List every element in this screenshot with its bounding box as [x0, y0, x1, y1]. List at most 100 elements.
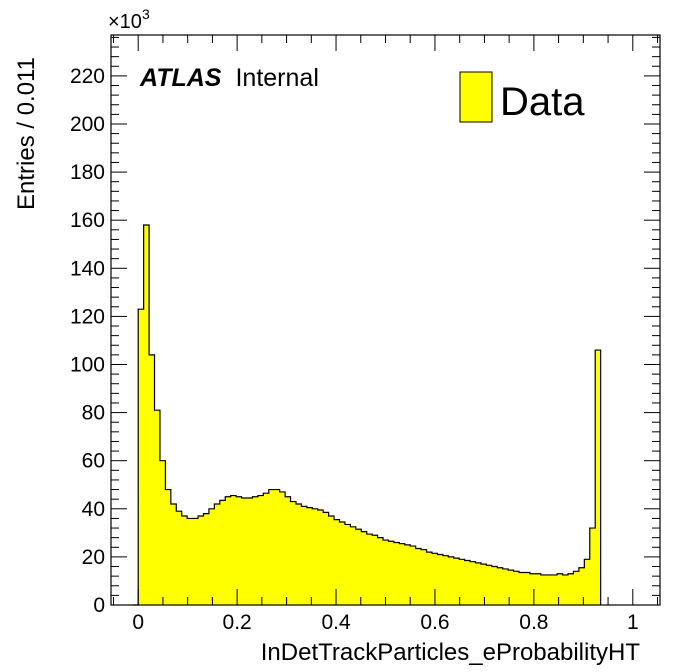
- histogram-bin: [388, 541, 395, 605]
- histogram-bin: [431, 553, 438, 605]
- histogram-bin: [241, 497, 248, 605]
- histogram-bin: [328, 516, 335, 605]
- histogram-bin: [421, 549, 427, 605]
- y-axis-label: Entries / 0.011: [13, 57, 40, 210]
- histogram-bin: [279, 491, 286, 605]
- histogram-bin: [366, 534, 373, 605]
- histogram-bin: [219, 500, 226, 605]
- y-tick-label: 40: [82, 498, 105, 521]
- histogram-bin: [399, 543, 406, 605]
- histogram-bin: [181, 516, 188, 605]
- histogram-bin: [589, 528, 596, 605]
- histogram-bin: [502, 568, 509, 605]
- histogram-bin: [377, 537, 384, 605]
- histogram-bin: [230, 495, 237, 605]
- y-multiplier-base: ×10: [108, 11, 142, 33]
- histogram-bin: [475, 562, 482, 605]
- histogram-bin: [519, 572, 525, 605]
- histogram-bin: [208, 508, 215, 605]
- histogram-bin: [323, 512, 329, 605]
- histogram-bin: [459, 559, 465, 605]
- histogram-bin: [225, 496, 231, 605]
- histogram-bin: [306, 507, 313, 605]
- histogram-bin: [480, 564, 487, 605]
- histogram-bin: [176, 511, 183, 605]
- y-tick-label: 180: [70, 161, 105, 184]
- histogram-bin: [187, 518, 193, 605]
- histogram-bin: [404, 544, 411, 605]
- histogram-bin: [470, 561, 476, 605]
- histogram-bin: [257, 495, 264, 605]
- x-tick-label: 0.4: [321, 611, 351, 634]
- histogram-bin: [584, 559, 591, 605]
- histogram-bin: [513, 571, 520, 605]
- histogram-bin: [426, 552, 433, 605]
- histogram-bin: [334, 519, 340, 605]
- histogram-layer: [132, 224, 602, 606]
- histogram-bin: [393, 542, 400, 605]
- histogram-bin: [138, 309, 144, 605]
- histogram-bin: [247, 497, 253, 605]
- y-tick-label: 0: [93, 594, 105, 617]
- legend: Data: [459, 71, 585, 124]
- histogram-bin: [453, 558, 460, 605]
- y-tick-label: 140: [70, 257, 105, 280]
- internal-label: Internal: [235, 64, 318, 92]
- tick-label-layer: 0 0.2 0.4 0.6 0.8 1 0 20 40 60 80 100 120 140 160 180 20…: [70, 65, 639, 634]
- histogram-bin: [568, 573, 574, 605]
- histogram-bin: [355, 529, 362, 605]
- histogram-bin: [415, 548, 422, 605]
- histogram-bin: [464, 560, 471, 605]
- axes-layer: [110, 34, 661, 606]
- histogram-bin: [595, 350, 601, 605]
- histogram-bin: [263, 493, 270, 605]
- histogram-bin: [339, 522, 346, 605]
- y-multiplier-exponent: 3: [142, 6, 150, 22]
- histogram-outline: [132, 224, 602, 606]
- histogram-bin: [143, 225, 150, 605]
- histogram-bin: [149, 354, 155, 605]
- y-tick-label: 120: [70, 305, 105, 328]
- histogram-bin: [198, 516, 204, 605]
- histogram-bin: [557, 573, 563, 605]
- x-tick-label: 0.6: [420, 611, 449, 634]
- histogram-bin: [154, 410, 161, 605]
- histogram-bin: [437, 554, 444, 605]
- histogram-bin: [214, 503, 221, 605]
- histogram-bin: [159, 460, 166, 605]
- histogram-bin: [236, 496, 242, 605]
- experiment-label: ATLAS Internal: [139, 64, 319, 92]
- histogram-bin: [486, 565, 493, 605]
- histogram-bin: [546, 574, 552, 605]
- y-tick-label: 20: [82, 546, 105, 569]
- histogram-bin: [317, 510, 324, 605]
- y-multiplier-label: ×103: [108, 6, 150, 33]
- histogram-bin: [344, 524, 351, 605]
- histogram-bin: [165, 489, 172, 605]
- y-tick-label: 200: [70, 113, 105, 136]
- histogram-bin: [285, 496, 291, 605]
- histogram-bin: [274, 489, 280, 605]
- y-tick-label: 220: [70, 65, 105, 88]
- histogram-bin: [508, 570, 514, 605]
- histogram-bin: [540, 574, 547, 605]
- histogram-bin: [551, 574, 558, 605]
- histogram-bin: [529, 573, 536, 605]
- y-tick-label: 60: [82, 450, 105, 473]
- x-axis-label: InDetTrackParticles_eProbabilityHT: [261, 639, 641, 666]
- y-tick-label: 160: [70, 209, 105, 232]
- histogram-bin: [410, 546, 416, 605]
- histogram-bin: [170, 503, 177, 605]
- x-tick-label: 1: [627, 611, 639, 634]
- histogram-bin: [562, 574, 569, 605]
- histogram-bin: [442, 555, 449, 605]
- histogram-bin: [350, 526, 357, 605]
- histogram-bin: [383, 540, 389, 605]
- legend-swatch: [459, 71, 493, 123]
- histogram-bin: [372, 535, 378, 605]
- histogram-bin: [578, 567, 585, 605]
- histogram-bin: [535, 573, 542, 605]
- x-tick-label: 0.8: [519, 611, 548, 634]
- histogram-bin: [491, 566, 498, 605]
